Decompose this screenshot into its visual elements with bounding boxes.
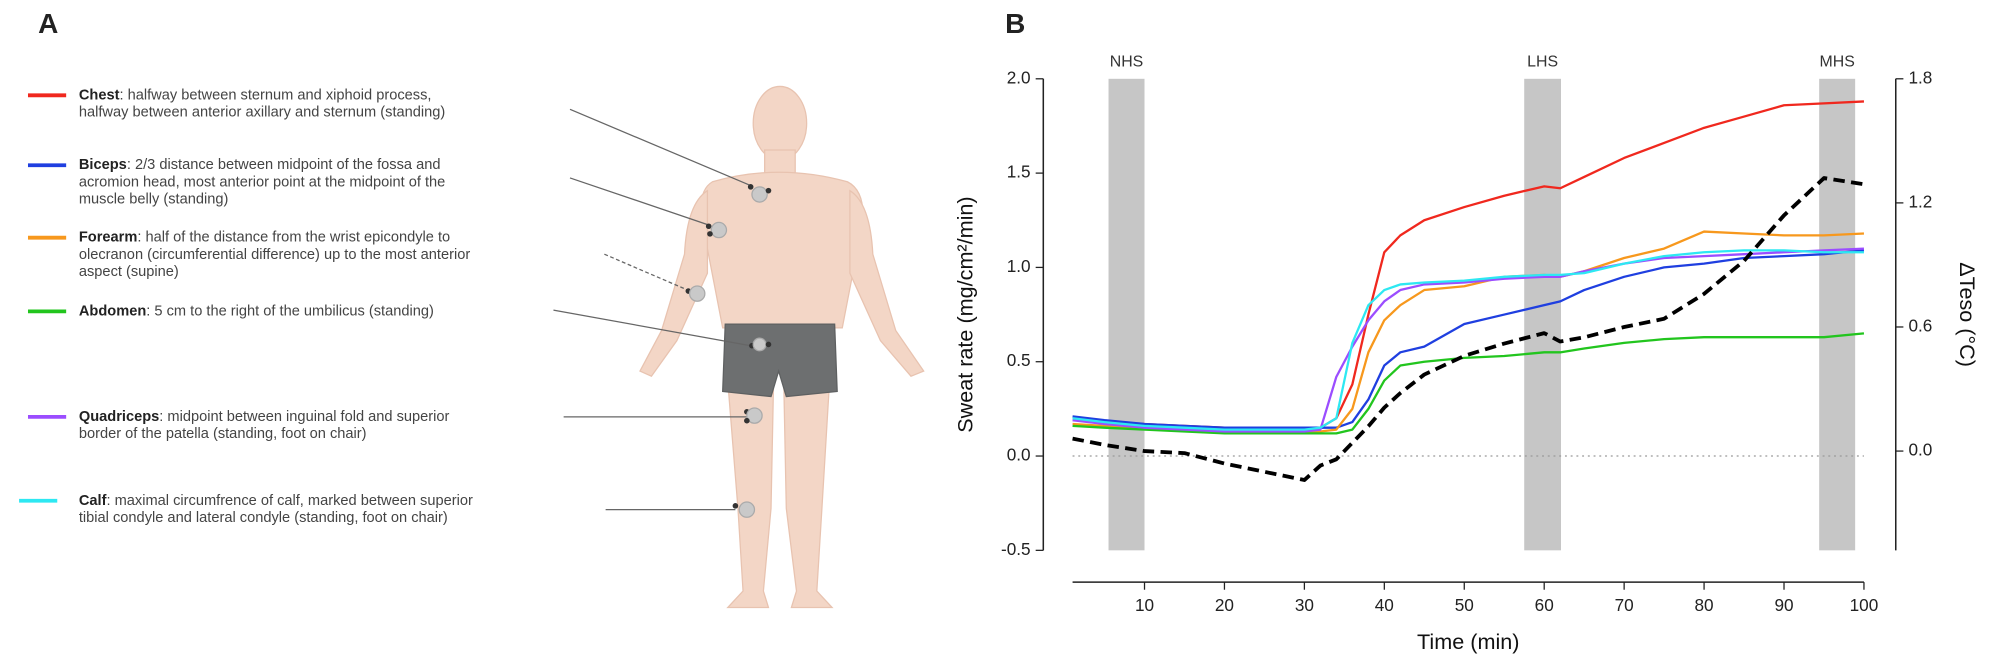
x-tick-label: 100 [1850,595,1879,615]
arm [849,189,925,377]
description-text: aspect (supine) [79,264,179,280]
leader-line [604,253,688,291]
site-description: muscle belly (standing) [79,191,228,207]
sensor [688,285,706,302]
leg [726,380,775,609]
torso [700,171,864,329]
phase-band [1524,78,1561,551]
panel-label: B [1005,8,1025,39]
sensor [732,503,739,509]
description-text: : halfway between sternum and xiphoid pr… [119,87,431,103]
sensor [738,501,756,518]
y2-tick-label: 1.8 [1908,67,1932,87]
site-description: aspect (supine) [79,264,179,280]
y2-axis-title: ΔTeso (°C) [1955,262,1980,367]
sensor [746,407,763,424]
legend-label: Quadriceps [79,409,159,425]
legend-label: Calf [79,493,107,509]
band-label: LHS [1527,53,1558,70]
phase-band [1108,78,1145,551]
site-description: halfway between anterior axillary and st… [79,104,445,120]
panel-label: A [38,8,58,39]
site-description: border of the patella (standing, foot on… [79,426,367,442]
description-text: muscle belly (standing) [79,191,228,207]
description-text: : 5 cm to the right of the umbilicus (st… [146,303,434,319]
shorts [722,323,838,398]
sensor [751,186,768,203]
sensor [710,221,728,239]
sweat-line [1072,100,1865,431]
description-text: : half of the distance from the wrist ep… [137,230,450,246]
x-tick-label: 80 [1695,595,1714,615]
legend-label: Chest [79,87,120,103]
x-axis-title: Time (min) [1417,629,1519,654]
sensor [747,184,754,190]
description-text: tibial condyle and lateral condyle (stan… [79,510,448,526]
y2-tick-label: 1.2 [1908,191,1932,211]
y2-tick-label: 0.6 [1908,316,1932,336]
description-text: : 2/3 distance between midpoint of the f… [127,157,441,173]
site-description: Chest: halfway between sternum and xipho… [79,87,432,103]
site-description: acromion head, most anterior point at th… [79,174,445,190]
sensor [744,417,750,424]
y2-tick-label: 0.0 [1908,440,1932,460]
y-tick-label: -0.5 [1001,539,1031,559]
leg [783,380,834,609]
x-tick-label: 60 [1535,595,1554,615]
description-text: halfway between anterior axillary and st… [79,104,445,120]
sensor [765,341,772,348]
description-text: border of the patella (standing, foot on… [79,426,367,442]
sensor [765,187,772,194]
y-tick-label: 1.0 [1007,256,1031,276]
phase-band [1819,78,1856,551]
description-text: acromion head, most anterior point at th… [79,174,445,190]
x-tick-label: 70 [1615,595,1634,615]
site-description: Biceps: 2/3 distance between midpoint of… [79,157,441,173]
x-tick-label: 20 [1215,595,1234,615]
site-description: Forearm: half of the distance from the w… [79,230,450,246]
site-description: Abdomen: 5 cm to the right of the umbili… [79,303,434,319]
head [752,85,808,161]
band-label: MHS [1820,53,1855,70]
x-tick-label: 50 [1455,595,1474,615]
y-axis-title: Sweat rate (mg/cm²/min) [953,196,978,432]
leader-line [569,177,709,226]
leader-line [569,108,751,187]
description-text: : midpoint between inguinal fold and sup… [159,409,449,425]
legend-label: Abdomen [79,303,146,319]
x-tick-label: 40 [1375,595,1394,615]
x-tick-label: 10 [1135,595,1154,615]
sweat-line [1072,249,1865,429]
temperature-line [1072,176,1865,482]
legend-label: Biceps [79,157,127,173]
sweat-line [1072,332,1865,435]
y-tick-label: 0.0 [1007,445,1031,465]
sensor [752,337,767,352]
sweat-line [1072,249,1864,431]
sensor [707,231,713,237]
sensor [705,223,712,230]
leader-line [553,309,751,347]
legend-label: Forearm [79,230,137,246]
site-description: Calf: maximal circumfrence of calf, mark… [79,493,473,509]
description-text: olecranon (circumferential difference) u… [79,247,470,263]
arm [639,189,709,378]
x-tick-label: 90 [1774,595,1793,615]
site-description: olecranon (circumferential difference) u… [79,247,470,263]
description-text: : maximal circumfrence of calf, marked b… [107,493,474,509]
site-description: tibial condyle and lateral condyle (stan… [79,510,448,526]
body-figure [639,85,925,609]
y-tick-label: 2.0 [1007,67,1031,87]
y-tick-label: 0.5 [1007,350,1031,370]
x-tick-label: 30 [1295,595,1314,615]
sweat-line [1072,247,1865,433]
band-label: NHS [1110,53,1144,70]
y-tick-label: 1.5 [1007,162,1031,182]
site-description: Quadriceps: midpoint between inguinal fo… [79,409,450,425]
